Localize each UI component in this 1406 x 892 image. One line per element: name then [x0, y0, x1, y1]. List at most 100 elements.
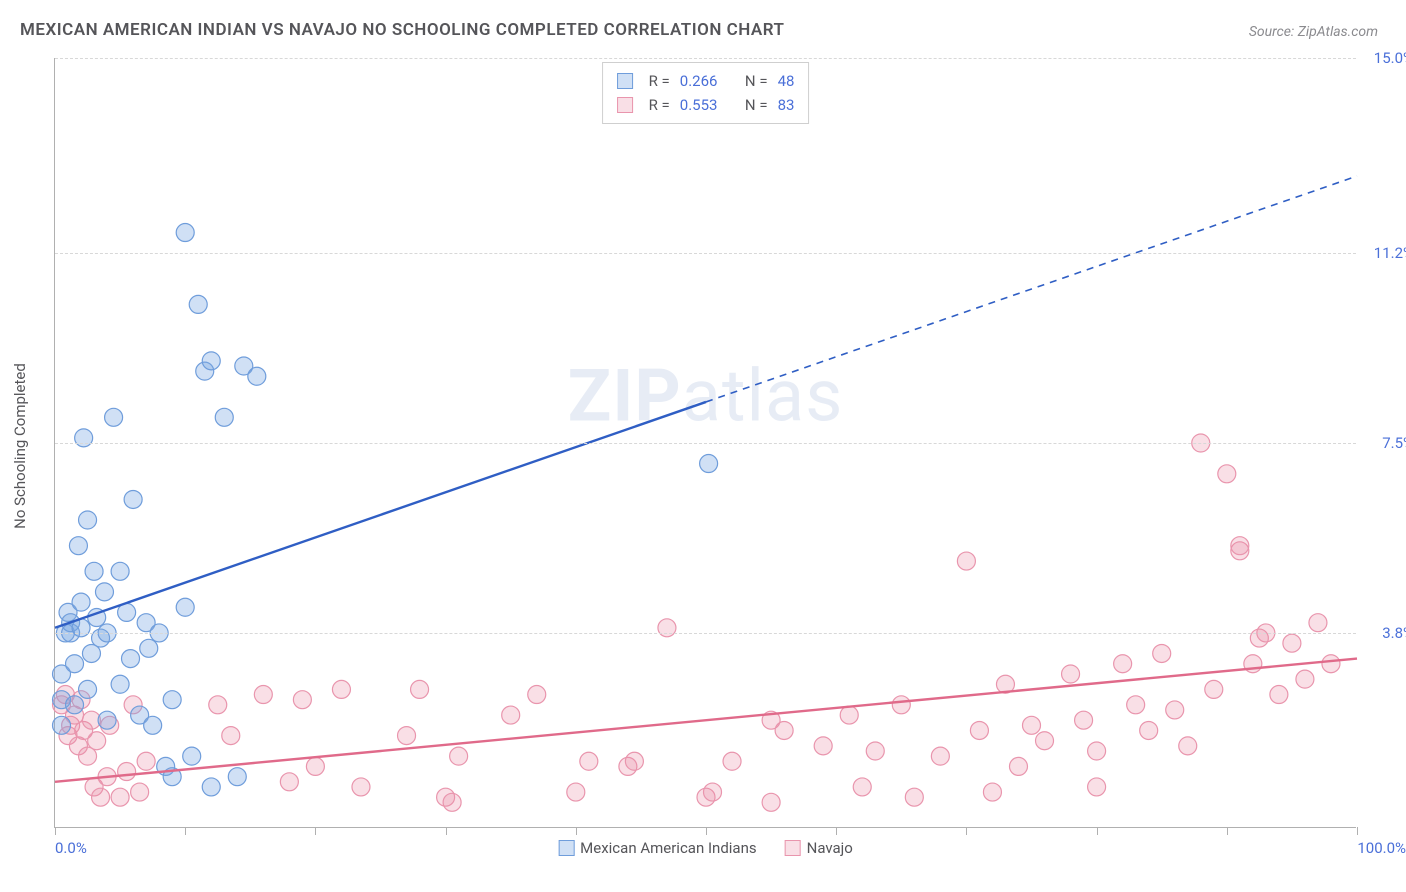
scatter-point	[957, 552, 975, 570]
scatter-point	[95, 583, 113, 601]
scatter-point	[1127, 696, 1145, 714]
scatter-point	[131, 783, 149, 801]
scatter-point	[111, 788, 129, 806]
scatter-point	[853, 778, 871, 796]
swatch-series-a	[617, 73, 633, 89]
y-tick-label: 3.8%	[1382, 624, 1406, 642]
x-tick	[55, 827, 56, 835]
scatter-point	[398, 727, 416, 745]
legend-item-a: Mexican American Indians	[558, 839, 756, 857]
n-label-b: N =	[745, 93, 768, 117]
legend-item-b: Navajo	[785, 839, 853, 857]
scatter-point	[209, 696, 227, 714]
scatter-point	[931, 747, 949, 765]
x-tick	[315, 827, 316, 835]
scatter-point	[176, 224, 194, 242]
scatter-point	[122, 650, 140, 668]
scatter-point	[1009, 757, 1027, 775]
x-tick	[1357, 827, 1358, 835]
x-tick	[1097, 827, 1098, 835]
scatter-point	[970, 721, 988, 739]
source-prefix: Source:	[1249, 24, 1298, 40]
x-tick	[706, 827, 707, 835]
scatter-point	[450, 747, 468, 765]
scatter-point	[222, 727, 240, 745]
n-label-a: N =	[745, 69, 768, 93]
swatch-series-b	[617, 97, 633, 113]
scatter-point	[762, 793, 780, 811]
scatter-point	[840, 706, 858, 724]
scatter-point	[1270, 686, 1288, 704]
x-tick	[576, 827, 577, 835]
scatter-point	[1062, 665, 1080, 683]
scatter-point	[69, 537, 87, 555]
legend-swatch-b	[785, 840, 801, 856]
scatter-point	[775, 721, 793, 739]
scatter-point	[1140, 721, 1158, 739]
r-label-a: R =	[649, 69, 670, 93]
y-tick-label: 15.0%	[1374, 49, 1406, 67]
legend-label-a: Mexican American Indians	[580, 839, 756, 857]
scatter-point	[202, 778, 220, 796]
scatter-point	[892, 696, 910, 714]
scatter-point	[1036, 732, 1054, 750]
scatter-point	[866, 742, 884, 760]
scatter-point	[75, 429, 93, 447]
scatter-point	[137, 752, 155, 770]
x-axis-max-label: 100.0%	[1357, 839, 1406, 857]
scatter-point	[723, 752, 741, 770]
scatter-point	[215, 408, 233, 426]
scatter-point	[502, 706, 520, 724]
scatter-point	[118, 763, 136, 781]
x-axis-min-label: 0.0%	[55, 839, 87, 857]
scatter-point	[625, 752, 643, 770]
scatter-point	[1088, 778, 1106, 796]
scatter-point	[144, 716, 162, 734]
chart-title: MEXICAN AMERICAN INDIAN VS NAVAJO NO SCH…	[20, 20, 784, 40]
scatter-point	[580, 752, 598, 770]
gridline	[55, 253, 1356, 254]
scatter-point	[1322, 655, 1340, 673]
stats-row-series-b: R = 0.553 N = 83	[617, 93, 795, 117]
scatter-point	[306, 757, 324, 775]
r-label-b: R =	[649, 93, 670, 117]
legend-label-b: Navajo	[807, 839, 853, 857]
gridline	[55, 58, 1356, 59]
r-value-a: 0.266	[680, 69, 718, 93]
source-name: ZipAtlas.com	[1298, 24, 1378, 40]
scatter-point	[140, 639, 158, 657]
bottom-legend: Mexican American Indians Navajo	[558, 839, 853, 857]
scatter-point	[352, 778, 370, 796]
scatter-point	[567, 783, 585, 801]
scatter-point	[411, 680, 429, 698]
x-tick	[966, 827, 967, 835]
scatter-point	[111, 675, 129, 693]
y-axis-label: No Schooling Completed	[11, 363, 29, 529]
n-value-a: 48	[778, 69, 795, 93]
scatter-point	[700, 455, 718, 473]
scatter-point	[443, 793, 461, 811]
scatter-point	[1283, 634, 1301, 652]
scatter-point	[88, 732, 106, 750]
scatter-point	[1309, 614, 1327, 632]
scatter-point	[53, 716, 71, 734]
scatter-point	[105, 408, 123, 426]
scatter-point	[85, 562, 103, 580]
scatter-point	[202, 352, 220, 370]
gridline	[55, 443, 1356, 444]
scatter-point	[189, 295, 207, 313]
scatter-point	[1075, 711, 1093, 729]
plot-area: ZIPatlas R = 0.266 N = 48 R = 0.553 N = …	[54, 58, 1356, 828]
scatter-point	[1218, 465, 1236, 483]
x-tick	[446, 827, 447, 835]
scatter-point	[176, 598, 194, 616]
scatter-point	[183, 747, 201, 765]
scatter-point	[983, 783, 1001, 801]
legend-swatch-a	[558, 840, 574, 856]
scatter-point	[163, 691, 181, 709]
r-value-b: 0.553	[680, 93, 718, 117]
scatter-point	[66, 655, 84, 673]
scatter-point	[1088, 742, 1106, 760]
scatter-point	[905, 788, 923, 806]
stats-legend-box: R = 0.266 N = 48 R = 0.553 N = 83	[602, 62, 810, 124]
